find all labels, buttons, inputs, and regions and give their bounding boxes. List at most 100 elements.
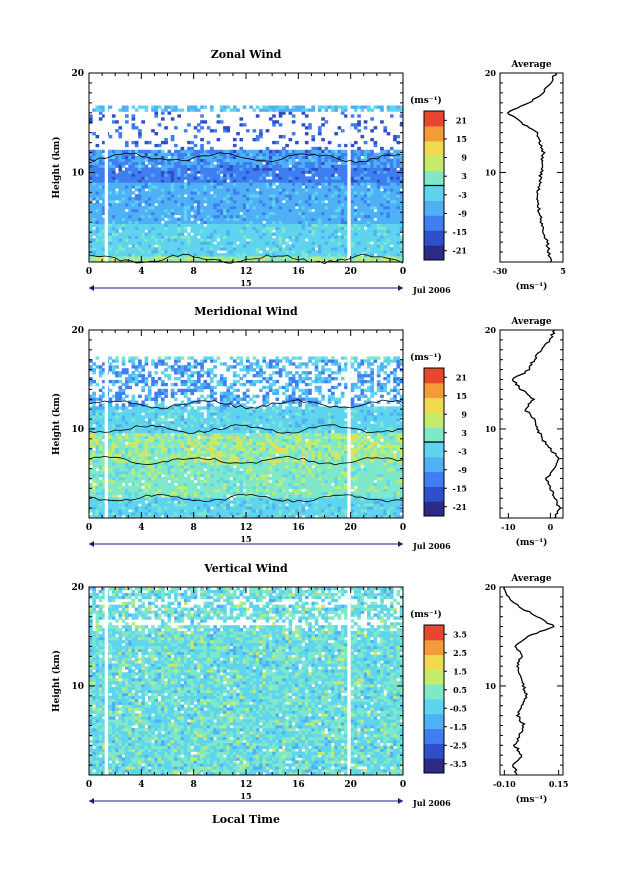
heatmap-cell bbox=[89, 217, 93, 222]
heatmap-cell bbox=[147, 152, 152, 157]
heatmap-cell bbox=[138, 512, 142, 516]
heatmap-cell bbox=[236, 494, 240, 498]
heatmap-cell bbox=[291, 114, 296, 118]
heatmap-cell bbox=[268, 158, 273, 162]
heatmap-cell bbox=[288, 170, 293, 174]
heatmap-cell bbox=[295, 509, 299, 513]
heatmap-cell bbox=[92, 250, 96, 254]
heatmap-cell bbox=[242, 155, 247, 160]
heatmap-cell bbox=[190, 176, 195, 180]
heatmap-cell bbox=[360, 152, 365, 157]
heatmap-cell bbox=[206, 205, 211, 210]
heatmap-cell bbox=[360, 179, 365, 183]
heatmap-cell bbox=[108, 491, 113, 495]
heatmap-cell bbox=[170, 182, 175, 186]
heatmap-cell bbox=[95, 232, 100, 236]
heatmap-cell bbox=[242, 188, 247, 192]
heatmap-cell bbox=[389, 191, 394, 195]
heatmap-cell bbox=[177, 491, 181, 495]
heatmap-cell bbox=[363, 211, 368, 216]
heatmap-cell bbox=[321, 105, 325, 109]
heatmap-cell bbox=[174, 491, 178, 495]
heatmap-cell bbox=[262, 500, 267, 504]
heatmap-cell bbox=[301, 208, 306, 213]
heatmap-cell bbox=[304, 226, 309, 230]
heatmap-cell bbox=[278, 494, 283, 498]
heatmap-cell bbox=[200, 161, 204, 165]
heatmap-cell bbox=[399, 149, 404, 154]
heatmap-cell bbox=[229, 250, 234, 254]
heatmap-cell bbox=[196, 155, 201, 160]
heatmap-cell bbox=[89, 238, 93, 242]
heatmap-cell bbox=[236, 500, 240, 504]
heatmap-cell bbox=[108, 191, 113, 195]
heatmap-cell bbox=[111, 173, 116, 177]
heatmap-cell bbox=[380, 194, 384, 198]
heatmap-cell bbox=[376, 253, 381, 257]
heatmap-cell bbox=[370, 167, 374, 171]
heatmap-cell bbox=[160, 238, 165, 242]
heatmap-cell bbox=[367, 161, 371, 165]
heatmap-cell bbox=[301, 152, 306, 157]
heatmap-cell bbox=[108, 241, 113, 245]
heatmap-cell bbox=[288, 250, 293, 254]
heatmap-cell bbox=[314, 223, 319, 227]
heatmap-cell bbox=[304, 223, 309, 227]
colorbar-tick-label: -3 bbox=[458, 190, 467, 200]
heatmap-cell bbox=[226, 238, 231, 242]
heatmap-cell bbox=[206, 491, 211, 495]
heatmap-cell bbox=[311, 158, 316, 162]
heatmap-cell bbox=[268, 250, 273, 254]
heatmap-cell bbox=[131, 235, 136, 239]
heatmap-cell bbox=[314, 188, 319, 192]
heatmap-cell bbox=[386, 108, 391, 112]
heatmap-cell bbox=[321, 512, 325, 516]
heatmap-cell bbox=[265, 256, 270, 260]
heatmap-cell bbox=[154, 253, 159, 257]
heatmap-cell bbox=[223, 202, 227, 207]
heatmap-cell bbox=[213, 256, 217, 260]
heatmap-cell bbox=[389, 241, 394, 245]
heatmap-cell bbox=[193, 185, 198, 189]
heatmap-cell bbox=[324, 503, 329, 507]
heatmap-cell bbox=[118, 135, 123, 139]
heatmap-cell bbox=[236, 170, 240, 174]
heatmap-cell bbox=[134, 158, 139, 162]
heatmap-cell bbox=[144, 105, 149, 109]
heatmap-cell bbox=[291, 173, 296, 177]
heatmap-cell bbox=[131, 226, 136, 230]
heatmap-cell bbox=[363, 506, 368, 510]
heatmap-cell bbox=[115, 191, 119, 195]
heatmap-cell bbox=[246, 494, 250, 498]
heatmap-cell bbox=[370, 235, 374, 239]
heatmap-cell bbox=[272, 161, 276, 165]
heatmap-cell bbox=[108, 232, 113, 236]
heatmap-cell bbox=[370, 158, 374, 162]
heatmap-cell bbox=[131, 167, 136, 171]
heatmap-cell bbox=[275, 512, 280, 516]
heatmap-cell bbox=[206, 161, 211, 165]
heatmap-cell bbox=[350, 494, 355, 498]
heatmap-cell bbox=[314, 506, 319, 510]
heatmap-cell bbox=[118, 232, 123, 236]
heatmap-cell bbox=[281, 223, 286, 227]
heatmap-cell bbox=[151, 199, 155, 204]
heatmap-cell bbox=[317, 500, 322, 504]
heatmap-cell bbox=[337, 229, 342, 233]
heatmap-cell bbox=[327, 170, 332, 174]
heatmap-cell bbox=[334, 500, 338, 504]
heatmap-cell bbox=[353, 241, 358, 245]
heatmap-cell bbox=[174, 229, 178, 233]
heatmap-cell bbox=[281, 205, 286, 210]
heatmap-cell bbox=[98, 235, 103, 239]
heatmap-cell bbox=[301, 194, 306, 198]
heatmap-cell bbox=[275, 220, 280, 225]
heatmap-cell bbox=[180, 259, 185, 263]
heatmap-cell bbox=[304, 132, 309, 136]
heatmap-cell bbox=[334, 197, 338, 201]
heatmap-cell bbox=[363, 491, 368, 495]
heatmap-cell bbox=[239, 494, 244, 498]
heatmap-cell bbox=[288, 158, 293, 162]
heatmap-cell bbox=[89, 161, 93, 165]
heatmap-cell bbox=[295, 164, 299, 168]
